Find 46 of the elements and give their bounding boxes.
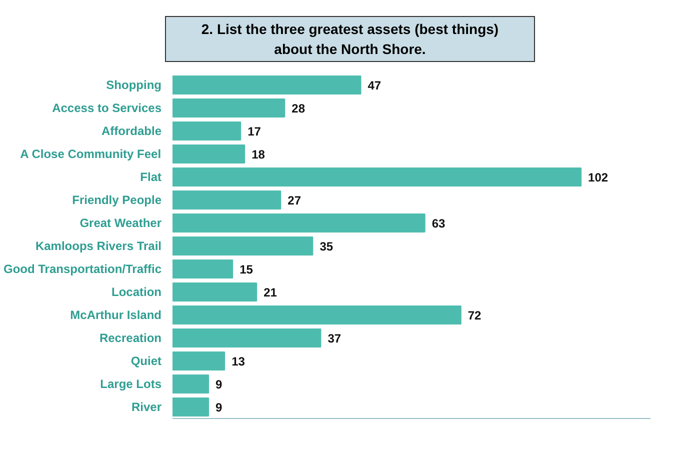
bar xyxy=(172,398,210,416)
data-label: 15 xyxy=(240,262,254,276)
y-tick-label: Recreation xyxy=(99,331,162,345)
data-label: 47 xyxy=(368,78,382,92)
bar xyxy=(172,98,286,118)
bar xyxy=(172,168,582,186)
y-tick-label: Shopping xyxy=(106,78,162,92)
bar xyxy=(172,374,210,394)
bar xyxy=(172,144,246,164)
y-tick-label: River xyxy=(131,400,162,414)
data-label: 102 xyxy=(588,170,608,184)
y-tick-label: Flat xyxy=(140,170,162,184)
data-label: 27 xyxy=(288,194,302,208)
data-label: 13 xyxy=(232,354,246,368)
data-label: 37 xyxy=(328,332,342,346)
y-tick-label: Access to Services xyxy=(52,101,162,115)
y-tick-label: A Close Community Feel xyxy=(20,147,162,161)
y-tick-label: McArthur Island xyxy=(70,308,162,322)
y-tick-label: Quiet xyxy=(130,354,162,368)
data-label: 21 xyxy=(264,286,278,300)
data-label: 35 xyxy=(320,240,334,254)
bar xyxy=(172,190,282,210)
y-tick-label: Great Weather xyxy=(80,216,162,230)
y-tick-label: Good Transportation/Traffic xyxy=(3,262,162,276)
bar xyxy=(172,236,314,256)
y-tick-label: Location xyxy=(112,285,162,299)
bar xyxy=(172,214,426,232)
bar xyxy=(172,122,242,140)
y-tick-label: Affordable xyxy=(102,124,162,138)
data-label: 9 xyxy=(216,400,223,414)
bar xyxy=(172,260,234,278)
data-label: 17 xyxy=(248,124,262,138)
y-tick-label: Kamloops Rivers Trail xyxy=(35,239,162,253)
bar xyxy=(172,306,462,324)
data-label: 9 xyxy=(216,378,223,392)
data-label: 63 xyxy=(432,216,446,230)
chart-title: 2. List the three greatest assets (best things) about the North Shore. xyxy=(200,20,500,59)
bar xyxy=(172,352,226,370)
bar xyxy=(172,76,362,94)
data-label: 28 xyxy=(292,102,306,116)
data-label: 18 xyxy=(252,148,266,162)
y-tick-label: Large Lots xyxy=(100,377,162,391)
data-label: 72 xyxy=(468,308,482,322)
bar xyxy=(172,282,258,302)
bar xyxy=(172,328,322,348)
y-tick-label: Friendly People xyxy=(72,193,162,207)
